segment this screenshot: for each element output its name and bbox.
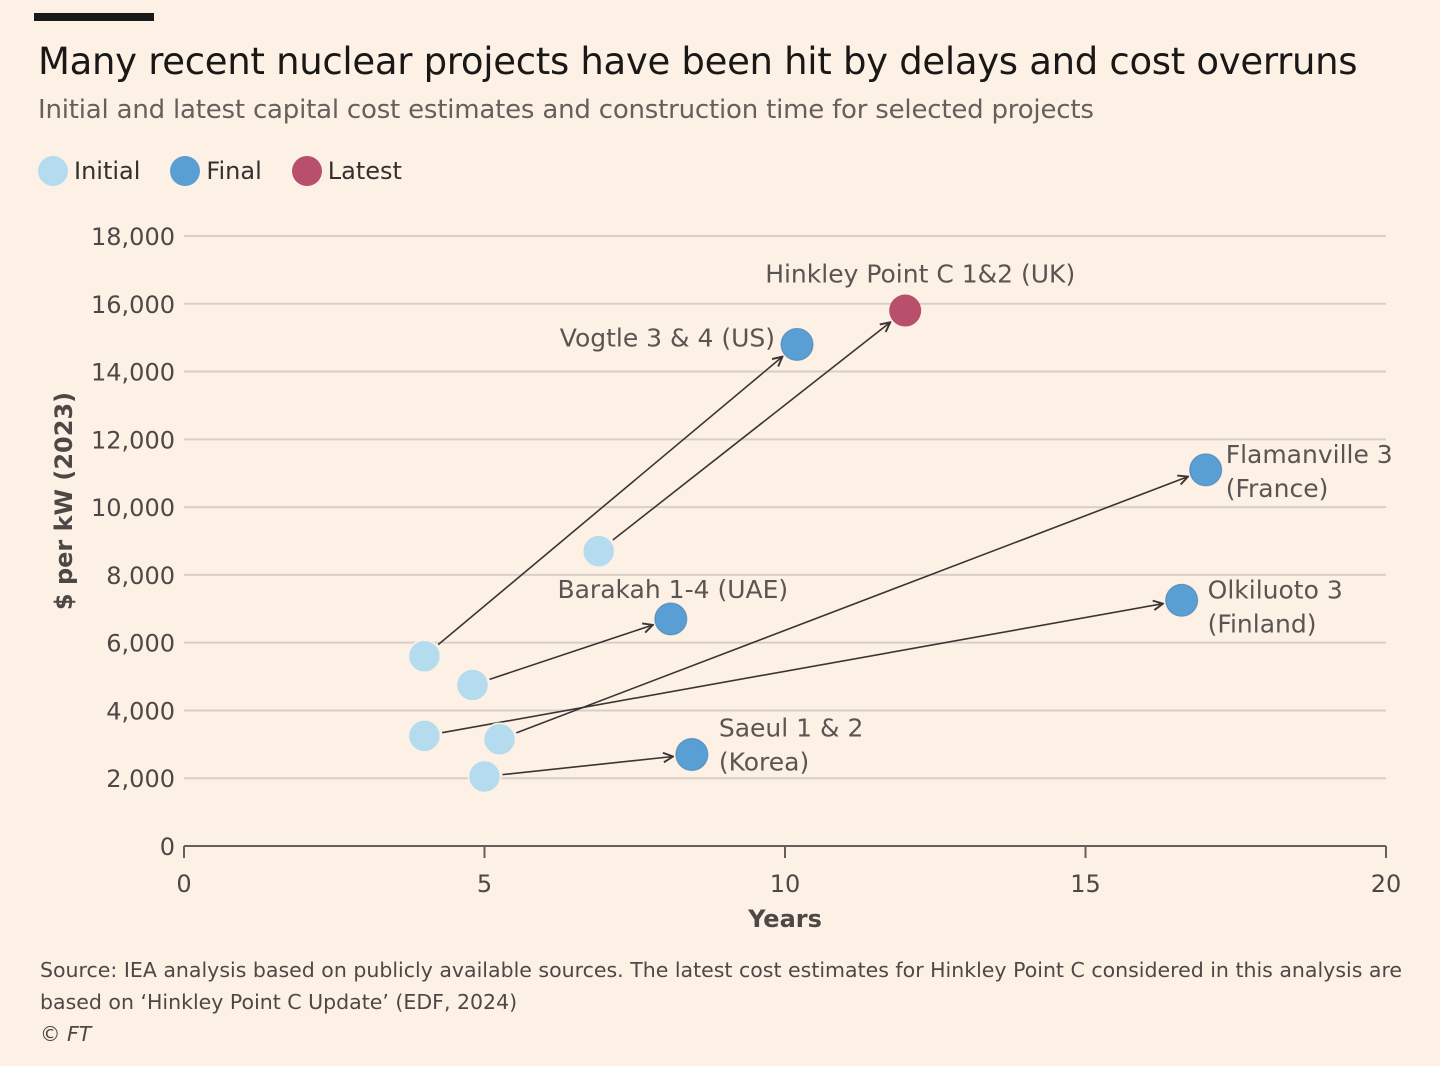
point-final-flamanville-3 <box>1189 453 1223 487</box>
project-label-olkiluoto-3: Olkiluoto 3 <box>1208 575 1343 604</box>
legend-swatch-final <box>170 156 201 186</box>
point-final-saeul-1-2 <box>675 737 709 772</box>
legend-item-latest: Latest <box>291 156 402 186</box>
project-label-barakah-1-4-uae: Barakah 1-4 (UAE) <box>557 575 788 604</box>
project-label-saeul-1-2: (Korea) <box>719 748 809 777</box>
arrow-saeul-1-2 <box>502 757 673 776</box>
y-tick-label: 14,000 <box>91 359 175 387</box>
project-label-olkiluoto-3: (Finland) <box>1208 609 1317 638</box>
point-initial-vogtle-3-4-us <box>407 639 442 673</box>
point-final-vogtle-3-4-us <box>780 327 814 362</box>
legend-item-final: Final <box>170 156 262 186</box>
project-label-flamanville-3: Flamanville 3 <box>1226 440 1393 469</box>
chart-title: Many recent nuclear projects have been h… <box>38 40 1358 83</box>
legend-label-latest: Latest <box>327 157 402 185</box>
source-note: Source: IEA analysis based on publicly a… <box>40 958 1403 1014</box>
arrow-olkiluoto-3 <box>441 604 1163 734</box>
y-tick-label: 18,000 <box>91 223 175 251</box>
point-initial-hinkley-point-c-1-2-uk <box>581 534 616 568</box>
y-tick-label: 2,000 <box>106 765 175 793</box>
legend-swatch-latest <box>291 156 322 186</box>
point-final-olkiluoto-3 <box>1165 583 1199 617</box>
arrow-vogtle-3-4-us <box>437 357 782 646</box>
legend-swatch-initial <box>38 156 68 186</box>
y-tick-label: 0 <box>160 833 175 861</box>
scatter-chart: 0 2,000 4,000 6,000 8,000 10,000 12,000 14,000 1… <box>50 223 1402 933</box>
arrow-barakah-1-4-uae <box>489 625 653 681</box>
y-tick-label: 4,000 <box>106 697 175 725</box>
arrow-flamanville-3 <box>516 477 1188 734</box>
x-tick-label: 15 <box>1070 870 1101 898</box>
point-initial-flamanville-3 <box>482 722 517 756</box>
y-tick-label: 8,000 <box>106 562 175 590</box>
legend-item-initial: Initial <box>38 156 140 186</box>
project-label-hinkley-point-c-1-2-uk: Hinkley Point C 1&2 (UK) <box>765 260 1075 289</box>
footer: Source: IEA analysis based on publicly a… <box>40 954 1420 1050</box>
x-tick-label: 10 <box>770 870 801 898</box>
project-label-vogtle-3-4-us: Vogtle 3 & 4 (US) <box>560 323 775 352</box>
y-tick-label: 6,000 <box>106 630 175 658</box>
legend-label-initial: Initial <box>74 157 141 185</box>
point-initial-saeul-1-2 <box>467 759 502 794</box>
legend-label-final: Final <box>206 157 262 185</box>
point-initial-olkiluoto-3 <box>407 719 442 753</box>
x-tick-label: 0 <box>176 870 191 898</box>
project-label-flamanville-3: (France) <box>1226 474 1329 503</box>
project-label-saeul-1-2: Saeul 1 & 2 <box>719 714 864 743</box>
y-axis-title: $ per kW (2023) <box>50 392 78 610</box>
legend: Initial Final Latest <box>38 156 402 186</box>
point-final-barakah-1-4-uae <box>654 602 688 636</box>
chart-subtitle: Initial and latest capital cost estimate… <box>38 95 1094 125</box>
y-tick-label: 10,000 <box>91 494 175 522</box>
top-accent-bar <box>34 13 154 21</box>
point-latest-hinkley-point-c-1-2-uk <box>889 294 922 327</box>
x-axis-title: Years <box>747 905 822 933</box>
y-tick-label: 12,000 <box>91 426 175 454</box>
y-tick-label: 16,000 <box>91 291 175 319</box>
arrow-hinkley-point-c-1-2-uk <box>612 322 890 541</box>
x-tick-label: 5 <box>477 870 492 898</box>
copyright: © FT <box>40 1022 92 1046</box>
x-tick-label: 20 <box>1371 870 1402 898</box>
point-initial-barakah-1-4-uae <box>455 668 490 702</box>
